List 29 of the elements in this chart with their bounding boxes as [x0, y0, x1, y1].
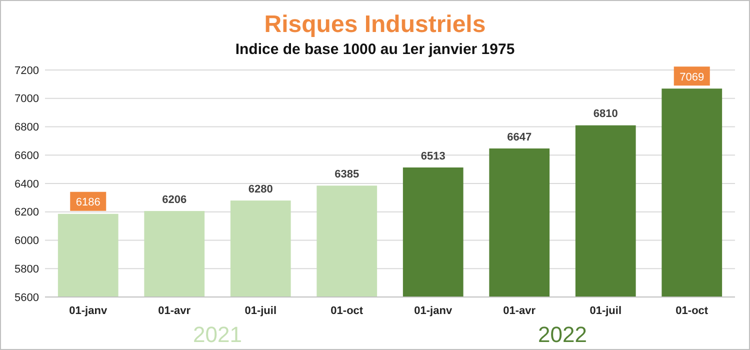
- data-label: 7069: [680, 71, 704, 84]
- chart-title: Risques Industriels: [264, 11, 486, 38]
- data-label: 6385: [334, 168, 360, 180]
- x-tick-label: 01-janv: [69, 305, 108, 317]
- x-tick-label: 01-juil: [590, 305, 622, 317]
- text: 2021: [193, 322, 242, 347]
- y-tick-label: 7000: [14, 93, 39, 106]
- x-tick-label: 01-juil: [244, 305, 277, 317]
- chart-subtitle: Indice de base 1000 au 1er janvier 1975: [235, 41, 515, 58]
- text: 2022: [538, 322, 587, 347]
- y-tick-label: 7200: [14, 64, 39, 77]
- y-tick-label: 5600: [14, 292, 39, 304]
- y-tick-label: 5800: [14, 263, 39, 276]
- data-label: 6647: [507, 131, 532, 144]
- data-label: 6810: [593, 108, 618, 120]
- x-tick-label: 01-avr: [158, 305, 192, 317]
- x-tick-label: 01-janv: [414, 305, 453, 317]
- x-tick-label: 01-avr: [503, 305, 536, 317]
- y-tick-label: 6400: [14, 178, 39, 190]
- y-tick-label: 6200: [14, 206, 39, 219]
- x-tick-label: 01-oct: [330, 305, 364, 317]
- data-label: 6206: [162, 194, 187, 206]
- y-tick-label: 6600: [14, 150, 39, 162]
- x-tick-label: 01-oct: [676, 305, 708, 317]
- y-tick-label: 6800: [14, 122, 39, 134]
- data-label: 6280: [248, 183, 273, 196]
- y-tick-label: 6000: [14, 235, 39, 248]
- data-label: 6513: [420, 150, 446, 162]
- data-label: 6186: [76, 196, 100, 209]
